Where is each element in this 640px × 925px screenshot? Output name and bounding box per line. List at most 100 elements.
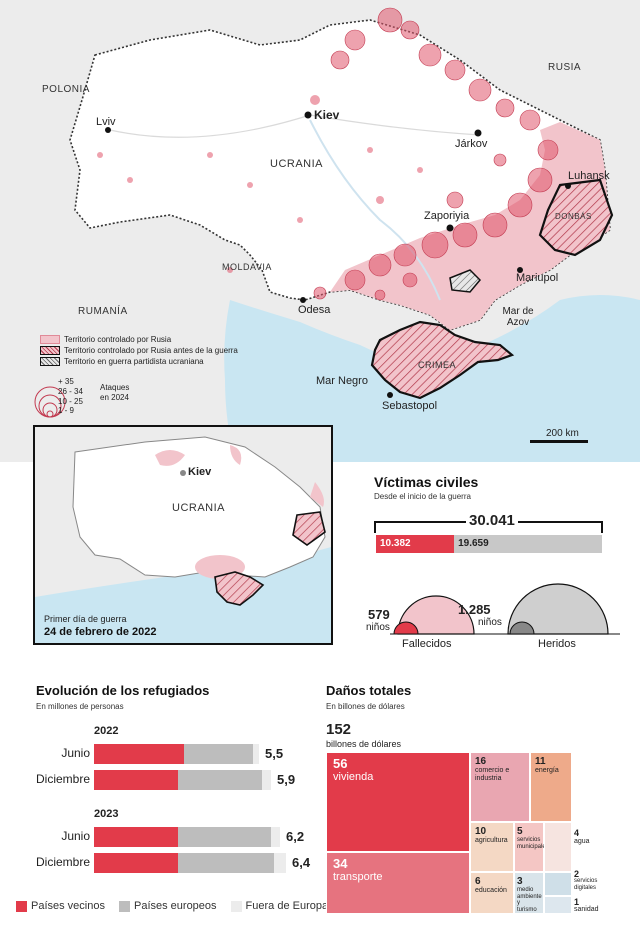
legend-item-russian: Territorio controlado por Rusia bbox=[64, 335, 172, 344]
legend-swatch-vecinos bbox=[16, 900, 27, 912]
tm-agua-value: 4 bbox=[574, 828, 580, 838]
size-class-1: + 35 bbox=[58, 377, 74, 386]
tm-vivienda: 56 vivienda bbox=[326, 752, 470, 852]
legend-item-partisan: Territorio en guerra partidista ucranian… bbox=[64, 357, 204, 366]
inset-caption-1: Primer día de guerra bbox=[44, 614, 127, 624]
children-dead-label: niños bbox=[366, 622, 390, 633]
tm-educacion: 6 educación bbox=[470, 872, 514, 914]
tm-agua bbox=[544, 822, 572, 872]
legend-fuera: Fuera de Europa bbox=[245, 900, 329, 912]
inset-map bbox=[35, 427, 331, 643]
damage-title: Daños totales bbox=[326, 683, 412, 698]
size-class-3: 10 - 25 bbox=[58, 397, 83, 406]
label-moldavia: MOLDAVIA bbox=[222, 262, 272, 272]
label-ucrania: UCRANIA bbox=[270, 158, 324, 170]
size-class-2: 26 - 34 bbox=[58, 387, 83, 396]
refugees-title: Evolución de los refugiados bbox=[36, 683, 210, 698]
refugee-row-label: Diciembre bbox=[35, 855, 90, 869]
refugee-row: Junio 5,5 bbox=[0, 744, 320, 764]
damage-subtitle: En billones de dólares bbox=[326, 702, 405, 711]
city-odesa: Odesa bbox=[298, 304, 331, 316]
inset-map-frame bbox=[33, 425, 333, 645]
crimea-area bbox=[370, 320, 515, 400]
tm-sanidad-value: 1 bbox=[574, 897, 580, 907]
tm-servicios-digitales bbox=[544, 872, 572, 896]
refugees-legend: Países vecinos Países europeos Fuera de … bbox=[16, 900, 328, 912]
refugee-bar-segment bbox=[94, 744, 184, 764]
inset-russian-north bbox=[155, 450, 185, 466]
legend-vecinos: Países vecinos bbox=[31, 900, 105, 912]
city-sebastopol: Sebastopol bbox=[382, 400, 438, 412]
label-fallecidos: Fallecidos bbox=[402, 638, 452, 650]
tm-agricultura: 10 agricultura bbox=[470, 822, 514, 872]
inset-donbas bbox=[292, 511, 326, 546]
attacks-label-2: en 2024 bbox=[100, 393, 129, 402]
damage-total: 152 bbox=[326, 721, 352, 738]
sea-azov: Mar de Azov bbox=[502, 306, 534, 328]
label-crimea: CRIMEA bbox=[418, 360, 457, 370]
children-dead-value: 579 bbox=[368, 607, 390, 622]
tm-transporte: 34 transporte bbox=[326, 852, 470, 914]
city-lviv: Lviv bbox=[96, 116, 116, 128]
damage-total-label: billones de dólares bbox=[326, 739, 402, 749]
refugee-row-total: 6,4 bbox=[292, 855, 311, 870]
refugee-bar-segment bbox=[184, 744, 253, 764]
year-2023: 2023 bbox=[94, 808, 119, 820]
city-mariupol: Mariupol bbox=[516, 272, 559, 284]
attack-size-legend bbox=[34, 386, 66, 418]
refugee-row-label: Junio bbox=[61, 829, 90, 843]
refugee-bar-segment bbox=[94, 853, 178, 873]
refugee-bar-segment bbox=[178, 853, 274, 873]
inset-city-kiev: Kiev bbox=[188, 466, 212, 478]
city-kiev: Kiev bbox=[314, 108, 340, 122]
sea-negro: Mar Negro bbox=[316, 375, 368, 387]
tm-digitales-value: 2 bbox=[574, 869, 580, 879]
tm-digitales-label: servicios digitales bbox=[574, 878, 598, 891]
main-map bbox=[0, 0, 640, 462]
inset-caption-2: 24 de febrero de 2022 bbox=[44, 626, 157, 638]
inset-crimea bbox=[214, 571, 265, 606]
tm-energia: 11 energía bbox=[530, 752, 572, 822]
refugee-bar-segment bbox=[94, 770, 178, 790]
victims-wounded-value: 19.659 bbox=[458, 538, 489, 549]
partisan-area bbox=[449, 269, 482, 293]
donbas-area bbox=[538, 178, 614, 257]
victims-dead-segment: 10.382 bbox=[376, 535, 455, 553]
refugee-bar-segment bbox=[178, 827, 271, 847]
scale-label: 200 km bbox=[546, 428, 579, 439]
refugee-bar-segment bbox=[271, 827, 280, 847]
label-rusia: RUSIA bbox=[548, 62, 582, 73]
victims-total: 30.041 bbox=[466, 512, 518, 529]
label-heridos: Heridos bbox=[538, 638, 576, 650]
victims-wounded-segment: 19.659 bbox=[454, 535, 602, 553]
refugee-bar-segment bbox=[262, 770, 271, 790]
victims-title: Víctimas civiles bbox=[374, 474, 479, 490]
tm-medio-ambiente: 3 medio ambiente y turismo bbox=[514, 872, 544, 914]
legend-europeos: Países europeos bbox=[133, 900, 217, 912]
tm-sanidad-label: sanidad bbox=[574, 906, 599, 913]
legend-swatch-fuera bbox=[230, 900, 242, 912]
tm-servicios-municipales: 5 servicios municipales bbox=[514, 822, 549, 872]
city-zaporiyia: Zaporiyia bbox=[424, 210, 470, 222]
damage-treemap: 56 vivienda 34 transporte 16 comercio e … bbox=[326, 752, 572, 914]
city-luhansk: Luhansk bbox=[568, 170, 610, 182]
size-class-4: 1 - 9 bbox=[58, 406, 75, 415]
victims-domes bbox=[390, 583, 620, 635]
label-rumania: RUMANÍA bbox=[78, 306, 128, 317]
refugee-row-total: 5,9 bbox=[277, 772, 296, 787]
refugee-row-total: 6,2 bbox=[286, 829, 305, 844]
refugee-row: Junio 6,2 bbox=[0, 827, 320, 847]
refugee-row: Diciembre 6,4 bbox=[0, 853, 320, 873]
legend-item-prewar: Territorio controlado por Rusia antes de… bbox=[64, 346, 238, 355]
refugees-subtitle: En millones de personas bbox=[36, 702, 124, 711]
refugee-row-total: 5,5 bbox=[265, 746, 284, 761]
refugee-bar-segment bbox=[178, 770, 262, 790]
refugee-bar-segment bbox=[253, 744, 259, 764]
tm-agua-label: agua bbox=[574, 838, 590, 845]
inset-label-ucrania: UCRANIA bbox=[172, 502, 226, 514]
label-donbas: DONBÁS bbox=[555, 212, 592, 221]
refugee-row-label: Junio bbox=[61, 746, 90, 760]
victims-dead-value: 10.382 bbox=[380, 538, 411, 549]
attacks-label-1: Ataques bbox=[100, 383, 130, 392]
legend-swatch-europeos bbox=[118, 900, 130, 912]
